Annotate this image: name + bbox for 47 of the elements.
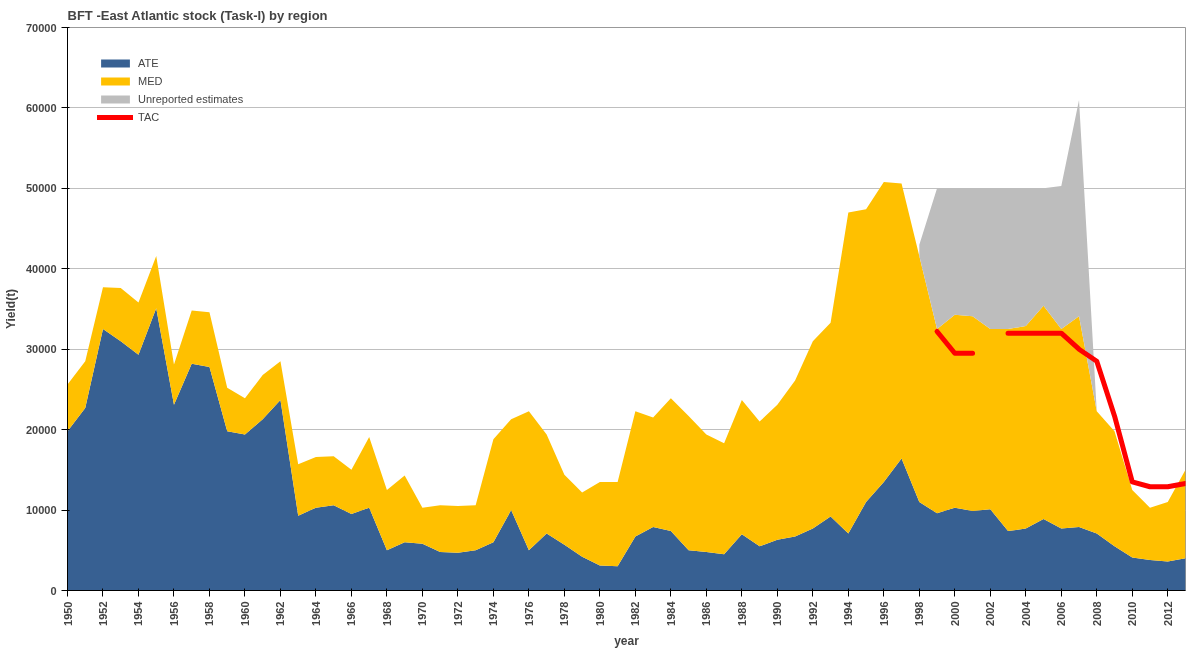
x-tick-label: 1964	[309, 600, 322, 626]
x-tick-label: 2002	[984, 601, 997, 626]
y-tick-label: 10000	[25, 504, 57, 517]
y-tick-label: 30000	[25, 343, 57, 356]
x-tick-label: 1970	[416, 601, 429, 626]
x-tick-label: 1976	[522, 601, 535, 626]
x-tick-label: 1954	[132, 600, 145, 626]
x-tick-label: 1994	[842, 600, 855, 626]
x-axis-title: year	[614, 633, 640, 648]
x-tick-label: 2008	[1090, 601, 1103, 626]
legend-label: ATE	[138, 57, 159, 69]
x-tick-label: 1958	[203, 601, 216, 626]
legend-label: MED	[138, 75, 163, 87]
x-tick-label: 1980	[593, 601, 606, 626]
y-tick-label: 20000	[25, 423, 57, 436]
x-tick-label: 2010	[1126, 601, 1139, 626]
x-tick-label: 1992	[806, 601, 819, 626]
y-tick-label: 0	[50, 584, 57, 597]
x-tick-label: 1986	[700, 601, 713, 626]
x-tick-label: 1996	[877, 601, 890, 626]
x-tick-label: 1972	[451, 601, 464, 626]
y-tick-label: 50000	[25, 182, 57, 195]
y-tick-label: 60000	[25, 101, 57, 114]
chart-title: BFT -East Atlantic stock (Task-I) by region	[67, 7, 328, 23]
x-tick-label: 1984	[664, 600, 677, 626]
x-tick-label: 1950	[61, 601, 74, 626]
x-tick-label: 1988	[735, 601, 748, 626]
y-tick-label: 40000	[25, 262, 57, 275]
legend-label: TAC	[138, 111, 160, 123]
x-tick-label: 1956	[167, 601, 180, 626]
x-tick-label: 1960	[238, 601, 251, 626]
x-tick-label: 1974	[487, 600, 500, 626]
x-tick-label: 1962	[274, 601, 287, 626]
x-tick-label: 1982	[629, 601, 642, 626]
x-tick-label: 1998	[913, 601, 926, 626]
y-tick-label: 70000	[25, 21, 57, 34]
x-tick-label: 1990	[771, 601, 784, 626]
x-tick-label: 1978	[558, 601, 571, 626]
x-tick-label: 2000	[948, 601, 961, 626]
legend-label: Unreported estimates	[138, 93, 244, 105]
y-axis-title: Yield(t)	[3, 288, 18, 330]
x-tick-label: 2006	[1055, 601, 1068, 626]
x-tick-label: 1952	[96, 601, 109, 626]
x-tick-label: 1968	[380, 601, 393, 626]
x-tick-label: 2004	[1019, 600, 1032, 626]
x-tick-label: 1966	[345, 601, 358, 626]
x-tick-label: 2012	[1161, 601, 1174, 626]
